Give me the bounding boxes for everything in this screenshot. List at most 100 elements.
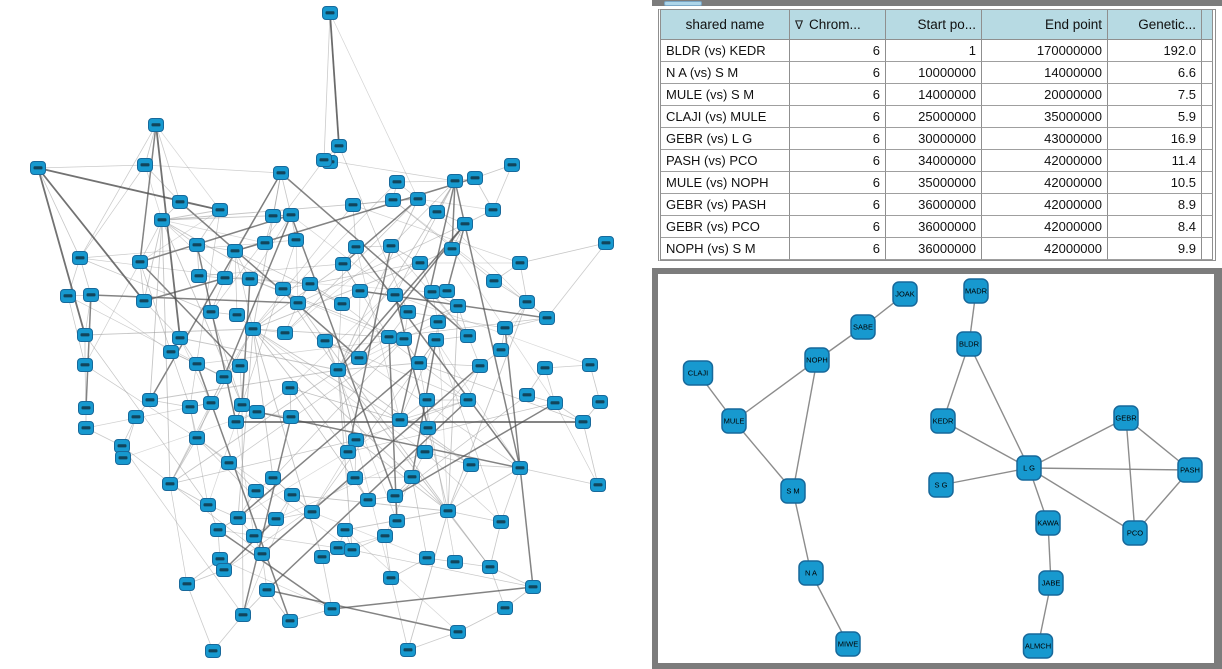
table-cell[interactable]: N A (vs) S M [661, 62, 790, 84]
table-cell[interactable]: 6 [790, 172, 886, 194]
table-cell[interactable]: GEBR (vs) PASH [661, 194, 790, 216]
table-row[interactable]: N A (vs) S M 6 10000000 14000000 6.6 [661, 62, 1215, 84]
table-row[interactable]: PASH (vs) PCO 6 34000000 42000000 11.4 [661, 150, 1215, 172]
table-cell[interactable] [1202, 150, 1213, 172]
table-row[interactable]: GEBR (vs) PCO 6 36000000 42000000 8.4 [661, 216, 1215, 238]
table-cell[interactable] [1202, 40, 1213, 62]
table-cell[interactable]: BLDR (vs) KEDR [661, 40, 790, 62]
table-cell[interactable]: 1 [886, 40, 982, 62]
table-row[interactable]: CLAJI (vs) MULE 6 25000000 35000000 5.9 [661, 106, 1215, 128]
table-cell[interactable]: 6 [790, 194, 886, 216]
graph-node-N A[interactable] [798, 560, 824, 586]
table-cell[interactable]: 6 [790, 128, 886, 150]
graph-node-S M[interactable] [780, 478, 806, 504]
table-cell[interactable] [1202, 172, 1213, 194]
column-header-Genetic...[interactable]: Genetic... [1108, 10, 1202, 40]
table-cell[interactable]: 11.4 [1108, 150, 1202, 172]
graph-node-KAWA[interactable] [1035, 510, 1061, 536]
table-cell[interactable]: 42000000 [982, 216, 1108, 238]
subnetwork-view[interactable]: JOAK MADR SABE BLDR NOPH CLAJI KEDR GEBR MULE L G… [658, 274, 1216, 663]
table-cell[interactable]: CLAJI (vs) MULE [661, 106, 790, 128]
column-header-Chrom...[interactable]: ∇ Chrom... [790, 10, 886, 40]
table-cell[interactable]: PASH (vs) PCO [661, 150, 790, 172]
table-cell[interactable] [1202, 238, 1213, 260]
table-cell[interactable] [1202, 84, 1213, 106]
table-cell[interactable]: 42000000 [982, 150, 1108, 172]
table-row[interactable]: BLDR (vs) KEDR 6 1 170000000 192.0 [661, 40, 1215, 62]
table-cell[interactable]: 6 [790, 40, 886, 62]
table-cell[interactable]: 170000000 [982, 40, 1108, 62]
table-cell[interactable]: 6 [790, 238, 886, 260]
table-cell[interactable]: 9.9 [1108, 238, 1202, 260]
table-cell[interactable] [1202, 216, 1213, 238]
table-cell[interactable]: 6.6 [1108, 62, 1202, 84]
table-cell[interactable]: 16.9 [1108, 128, 1202, 150]
table-cell[interactable]: 5.9 [1108, 106, 1202, 128]
table-cell[interactable]: 36000000 [886, 194, 982, 216]
table-cell[interactable]: 10.5 [1108, 172, 1202, 194]
table-cell[interactable]: 14000000 [982, 62, 1108, 84]
table-cell[interactable] [1202, 106, 1213, 128]
graph-node-KEDR[interactable] [930, 408, 956, 434]
column-header-spare[interactable] [1202, 10, 1213, 40]
table-row[interactable]: GEBR (vs) PASH 6 36000000 42000000 8.9 [661, 194, 1215, 216]
table-row[interactable]: MULE (vs) S M 6 14000000 20000000 7.5 [661, 84, 1215, 106]
table-cell[interactable] [1202, 194, 1213, 216]
table-cell[interactable] [1202, 128, 1213, 150]
table-cell[interactable]: 8.9 [1108, 194, 1202, 216]
table-row[interactable]: GEBR (vs) L G 6 30000000 43000000 16.9 [661, 128, 1215, 150]
graph-node-S G[interactable] [928, 472, 954, 498]
table-cell[interactable]: 42000000 [982, 194, 1108, 216]
table-cell[interactable]: GEBR (vs) L G [661, 128, 790, 150]
graph-node-NOPH[interactable] [804, 347, 830, 373]
table-cell[interactable]: NOPH (vs) S M [661, 238, 790, 260]
graph-node-SABE[interactable] [850, 314, 876, 340]
graph-node-GEBR[interactable] [1113, 405, 1139, 431]
table-cell[interactable]: 25000000 [886, 106, 982, 128]
table-cell[interactable] [1202, 62, 1213, 84]
table-cell[interactable]: MULE (vs) S M [661, 84, 790, 106]
table-cell[interactable]: 20000000 [982, 84, 1108, 106]
node-label-smudge [182, 582, 192, 586]
table-cell[interactable]: 36000000 [886, 238, 982, 260]
table-cell[interactable]: 10000000 [886, 62, 982, 84]
graph-node-MADR[interactable] [963, 278, 989, 304]
table-cell[interactable]: 35000000 [886, 172, 982, 194]
table-cell[interactable]: 35000000 [982, 106, 1108, 128]
table-cell[interactable]: 14000000 [886, 84, 982, 106]
table-cell[interactable]: 7.5 [1108, 84, 1202, 106]
graph-node-JOAK[interactable] [892, 281, 918, 307]
table-cell[interactable]: 6 [790, 150, 886, 172]
table-cell[interactable]: 8.4 [1108, 216, 1202, 238]
table-row[interactable]: NOPH (vs) S M 6 36000000 42000000 9.9 [661, 238, 1215, 260]
table-cell[interactable]: 6 [790, 106, 886, 128]
filter-funnel-icon[interactable]: ∇ [795, 17, 804, 32]
table-cell[interactable]: MULE (vs) NOPH [661, 172, 790, 194]
table-cell[interactable]: 6 [790, 216, 886, 238]
graph-node-ALMCH[interactable] [1022, 633, 1054, 659]
table-cell[interactable]: 36000000 [886, 216, 982, 238]
table-cell[interactable]: 43000000 [982, 128, 1108, 150]
graph-node-MIWE[interactable] [835, 631, 861, 657]
column-header-End point[interactable]: End point [982, 10, 1108, 40]
table-cell[interactable]: GEBR (vs) PCO [661, 216, 790, 238]
main-network-view[interactable] [0, 0, 652, 669]
table-cell[interactable]: 34000000 [886, 150, 982, 172]
panel-tab-fragment[interactable] [664, 1, 702, 6]
column-header-shared name[interactable]: shared name [661, 10, 790, 40]
graph-node-PCO[interactable] [1122, 520, 1148, 546]
graph-node-JABE[interactable] [1038, 570, 1064, 596]
graph-node-CLAJI[interactable] [682, 360, 714, 386]
table-cell[interactable]: 6 [790, 62, 886, 84]
graph-node-PASH[interactable] [1177, 457, 1203, 483]
table-cell[interactable]: 42000000 [982, 172, 1108, 194]
table-cell[interactable]: 30000000 [886, 128, 982, 150]
graph-node-BLDR[interactable] [956, 331, 982, 357]
table-row[interactable]: MULE (vs) NOPH 6 35000000 42000000 10.5 [661, 172, 1215, 194]
graph-node-L G[interactable] [1016, 455, 1042, 481]
table-cell[interactable]: 192.0 [1108, 40, 1202, 62]
table-cell[interactable]: 6 [790, 84, 886, 106]
table-cell[interactable]: 42000000 [982, 238, 1108, 260]
column-header-Start po...[interactable]: Start po... [886, 10, 982, 40]
graph-node-MULE[interactable] [721, 408, 747, 434]
